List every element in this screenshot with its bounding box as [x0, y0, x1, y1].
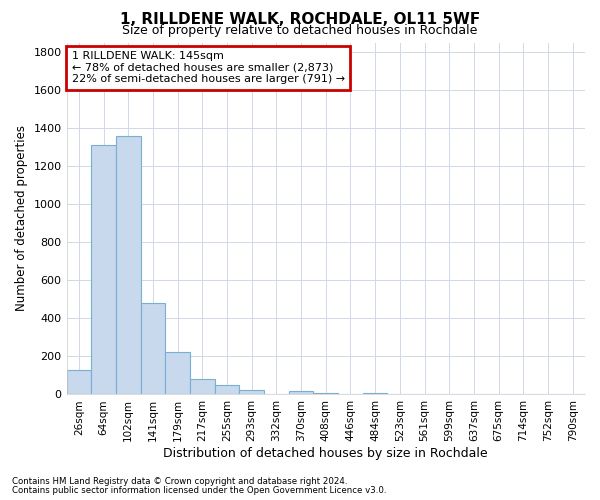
- Y-axis label: Number of detached properties: Number of detached properties: [15, 126, 28, 312]
- Bar: [289, 390, 313, 394]
- Bar: [363, 392, 388, 394]
- Text: Contains public sector information licensed under the Open Government Licence v3: Contains public sector information licen…: [12, 486, 386, 495]
- Bar: [116, 136, 140, 394]
- Bar: [239, 390, 264, 394]
- Bar: [215, 385, 239, 394]
- Text: 1, RILLDENE WALK, ROCHDALE, OL11 5WF: 1, RILLDENE WALK, ROCHDALE, OL11 5WF: [120, 12, 480, 28]
- Bar: [140, 303, 165, 394]
- Text: Size of property relative to detached houses in Rochdale: Size of property relative to detached ho…: [122, 24, 478, 37]
- X-axis label: Distribution of detached houses by size in Rochdale: Distribution of detached houses by size …: [163, 447, 488, 460]
- Bar: [313, 392, 338, 394]
- Bar: [67, 370, 91, 394]
- Bar: [91, 145, 116, 394]
- Text: Contains HM Land Registry data © Crown copyright and database right 2024.: Contains HM Land Registry data © Crown c…: [12, 477, 347, 486]
- Text: 1 RILLDENE WALK: 145sqm
← 78% of detached houses are smaller (2,873)
22% of semi: 1 RILLDENE WALK: 145sqm ← 78% of detache…: [72, 52, 345, 84]
- Bar: [190, 379, 215, 394]
- Bar: [165, 352, 190, 395]
